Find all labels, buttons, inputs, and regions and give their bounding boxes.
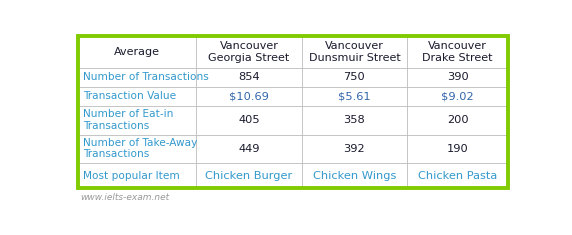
Text: Chicken Burger: Chicken Burger bbox=[205, 171, 293, 180]
Text: Transaction Value: Transaction Value bbox=[84, 91, 177, 101]
Text: 449: 449 bbox=[239, 144, 260, 154]
Text: Number of Eat-in
Transactions: Number of Eat-in Transactions bbox=[84, 109, 174, 131]
Text: Chicken Wings: Chicken Wings bbox=[313, 171, 396, 180]
Text: 200: 200 bbox=[447, 115, 468, 125]
Text: 392: 392 bbox=[344, 144, 366, 154]
Text: $5.61: $5.61 bbox=[338, 91, 371, 101]
Text: Chicken Pasta: Chicken Pasta bbox=[418, 171, 497, 180]
Text: Number of Transactions: Number of Transactions bbox=[84, 72, 209, 82]
Text: $10.69: $10.69 bbox=[229, 91, 269, 101]
Text: $9.02: $9.02 bbox=[442, 91, 474, 101]
Text: 190: 190 bbox=[447, 144, 468, 154]
Text: Vancouver
Dunsmuir Street: Vancouver Dunsmuir Street bbox=[308, 41, 400, 63]
Text: Average: Average bbox=[114, 47, 160, 57]
Text: 405: 405 bbox=[239, 115, 260, 125]
Text: Number of Take-Away
Transactions: Number of Take-Away Transactions bbox=[84, 138, 198, 160]
Text: www.ielts-exam.net: www.ielts-exam.net bbox=[80, 193, 169, 202]
Text: 390: 390 bbox=[447, 72, 468, 82]
Text: 358: 358 bbox=[344, 115, 366, 125]
Text: Vancouver
Georgia Street: Vancouver Georgia Street bbox=[208, 41, 289, 63]
Text: 854: 854 bbox=[239, 72, 260, 82]
Text: Most popular Item: Most popular Item bbox=[84, 171, 180, 180]
Text: Vancouver
Drake Street: Vancouver Drake Street bbox=[422, 41, 493, 63]
Text: 750: 750 bbox=[344, 72, 366, 82]
